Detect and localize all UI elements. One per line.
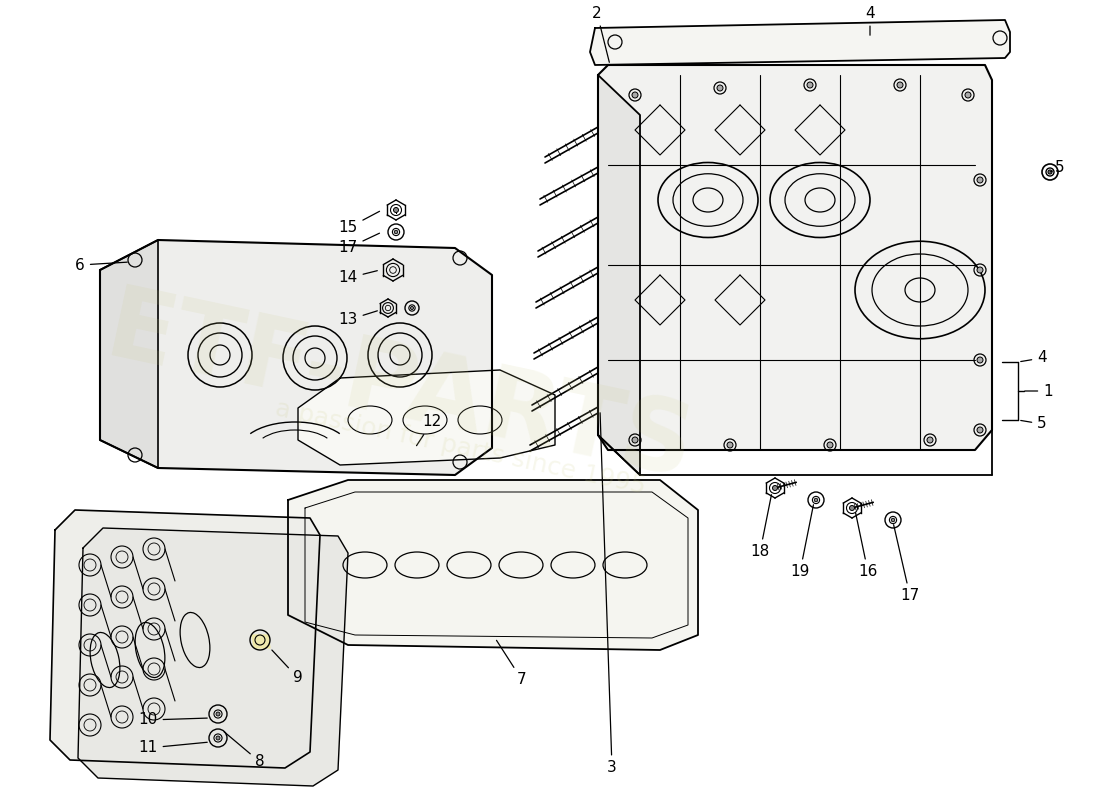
Text: 17: 17: [893, 525, 920, 603]
Circle shape: [965, 92, 971, 98]
Polygon shape: [78, 528, 348, 786]
Text: 13: 13: [339, 311, 377, 327]
Circle shape: [1048, 170, 1052, 174]
Polygon shape: [298, 370, 556, 465]
Text: 11: 11: [139, 741, 207, 755]
Circle shape: [727, 442, 733, 448]
Text: a passion for parts since 1995: a passion for parts since 1995: [273, 397, 648, 499]
Circle shape: [977, 427, 983, 433]
Text: 7: 7: [496, 640, 527, 687]
Text: 18: 18: [750, 494, 771, 559]
Circle shape: [216, 736, 220, 740]
Text: 4: 4: [866, 6, 874, 35]
Text: 1: 1: [1025, 383, 1053, 398]
Circle shape: [849, 506, 855, 510]
Text: ETF-PARTS: ETF-PARTS: [98, 281, 702, 499]
Polygon shape: [50, 510, 320, 768]
Circle shape: [891, 518, 894, 522]
Polygon shape: [252, 635, 270, 648]
Circle shape: [394, 207, 398, 213]
Text: 2: 2: [592, 6, 609, 62]
Text: 4: 4: [1021, 350, 1047, 366]
Polygon shape: [288, 480, 698, 650]
Text: 5: 5: [1021, 417, 1047, 431]
Text: 8: 8: [224, 732, 265, 770]
Circle shape: [807, 82, 813, 88]
Polygon shape: [100, 240, 158, 468]
Text: 19: 19: [790, 505, 814, 579]
Circle shape: [394, 230, 398, 234]
Polygon shape: [598, 65, 992, 450]
Circle shape: [717, 85, 723, 91]
Polygon shape: [590, 20, 1010, 65]
Circle shape: [977, 177, 983, 183]
Text: 6: 6: [75, 258, 128, 273]
Text: 16: 16: [856, 513, 878, 579]
Circle shape: [977, 357, 983, 363]
Text: 17: 17: [339, 233, 380, 255]
Circle shape: [814, 498, 817, 502]
Circle shape: [772, 486, 778, 490]
Polygon shape: [100, 240, 492, 475]
Circle shape: [896, 82, 903, 88]
Text: 10: 10: [139, 713, 207, 727]
Circle shape: [977, 267, 983, 273]
Circle shape: [927, 437, 933, 443]
Circle shape: [410, 306, 414, 310]
Circle shape: [827, 442, 833, 448]
Circle shape: [632, 437, 638, 443]
Circle shape: [216, 712, 220, 716]
Polygon shape: [598, 75, 640, 475]
Text: 15: 15: [339, 211, 380, 235]
Text: 9: 9: [272, 650, 302, 686]
Text: 3: 3: [601, 413, 617, 775]
Text: 12: 12: [417, 414, 441, 446]
Text: 5: 5: [1050, 161, 1065, 175]
Text: 14: 14: [339, 270, 377, 286]
Circle shape: [632, 92, 638, 98]
